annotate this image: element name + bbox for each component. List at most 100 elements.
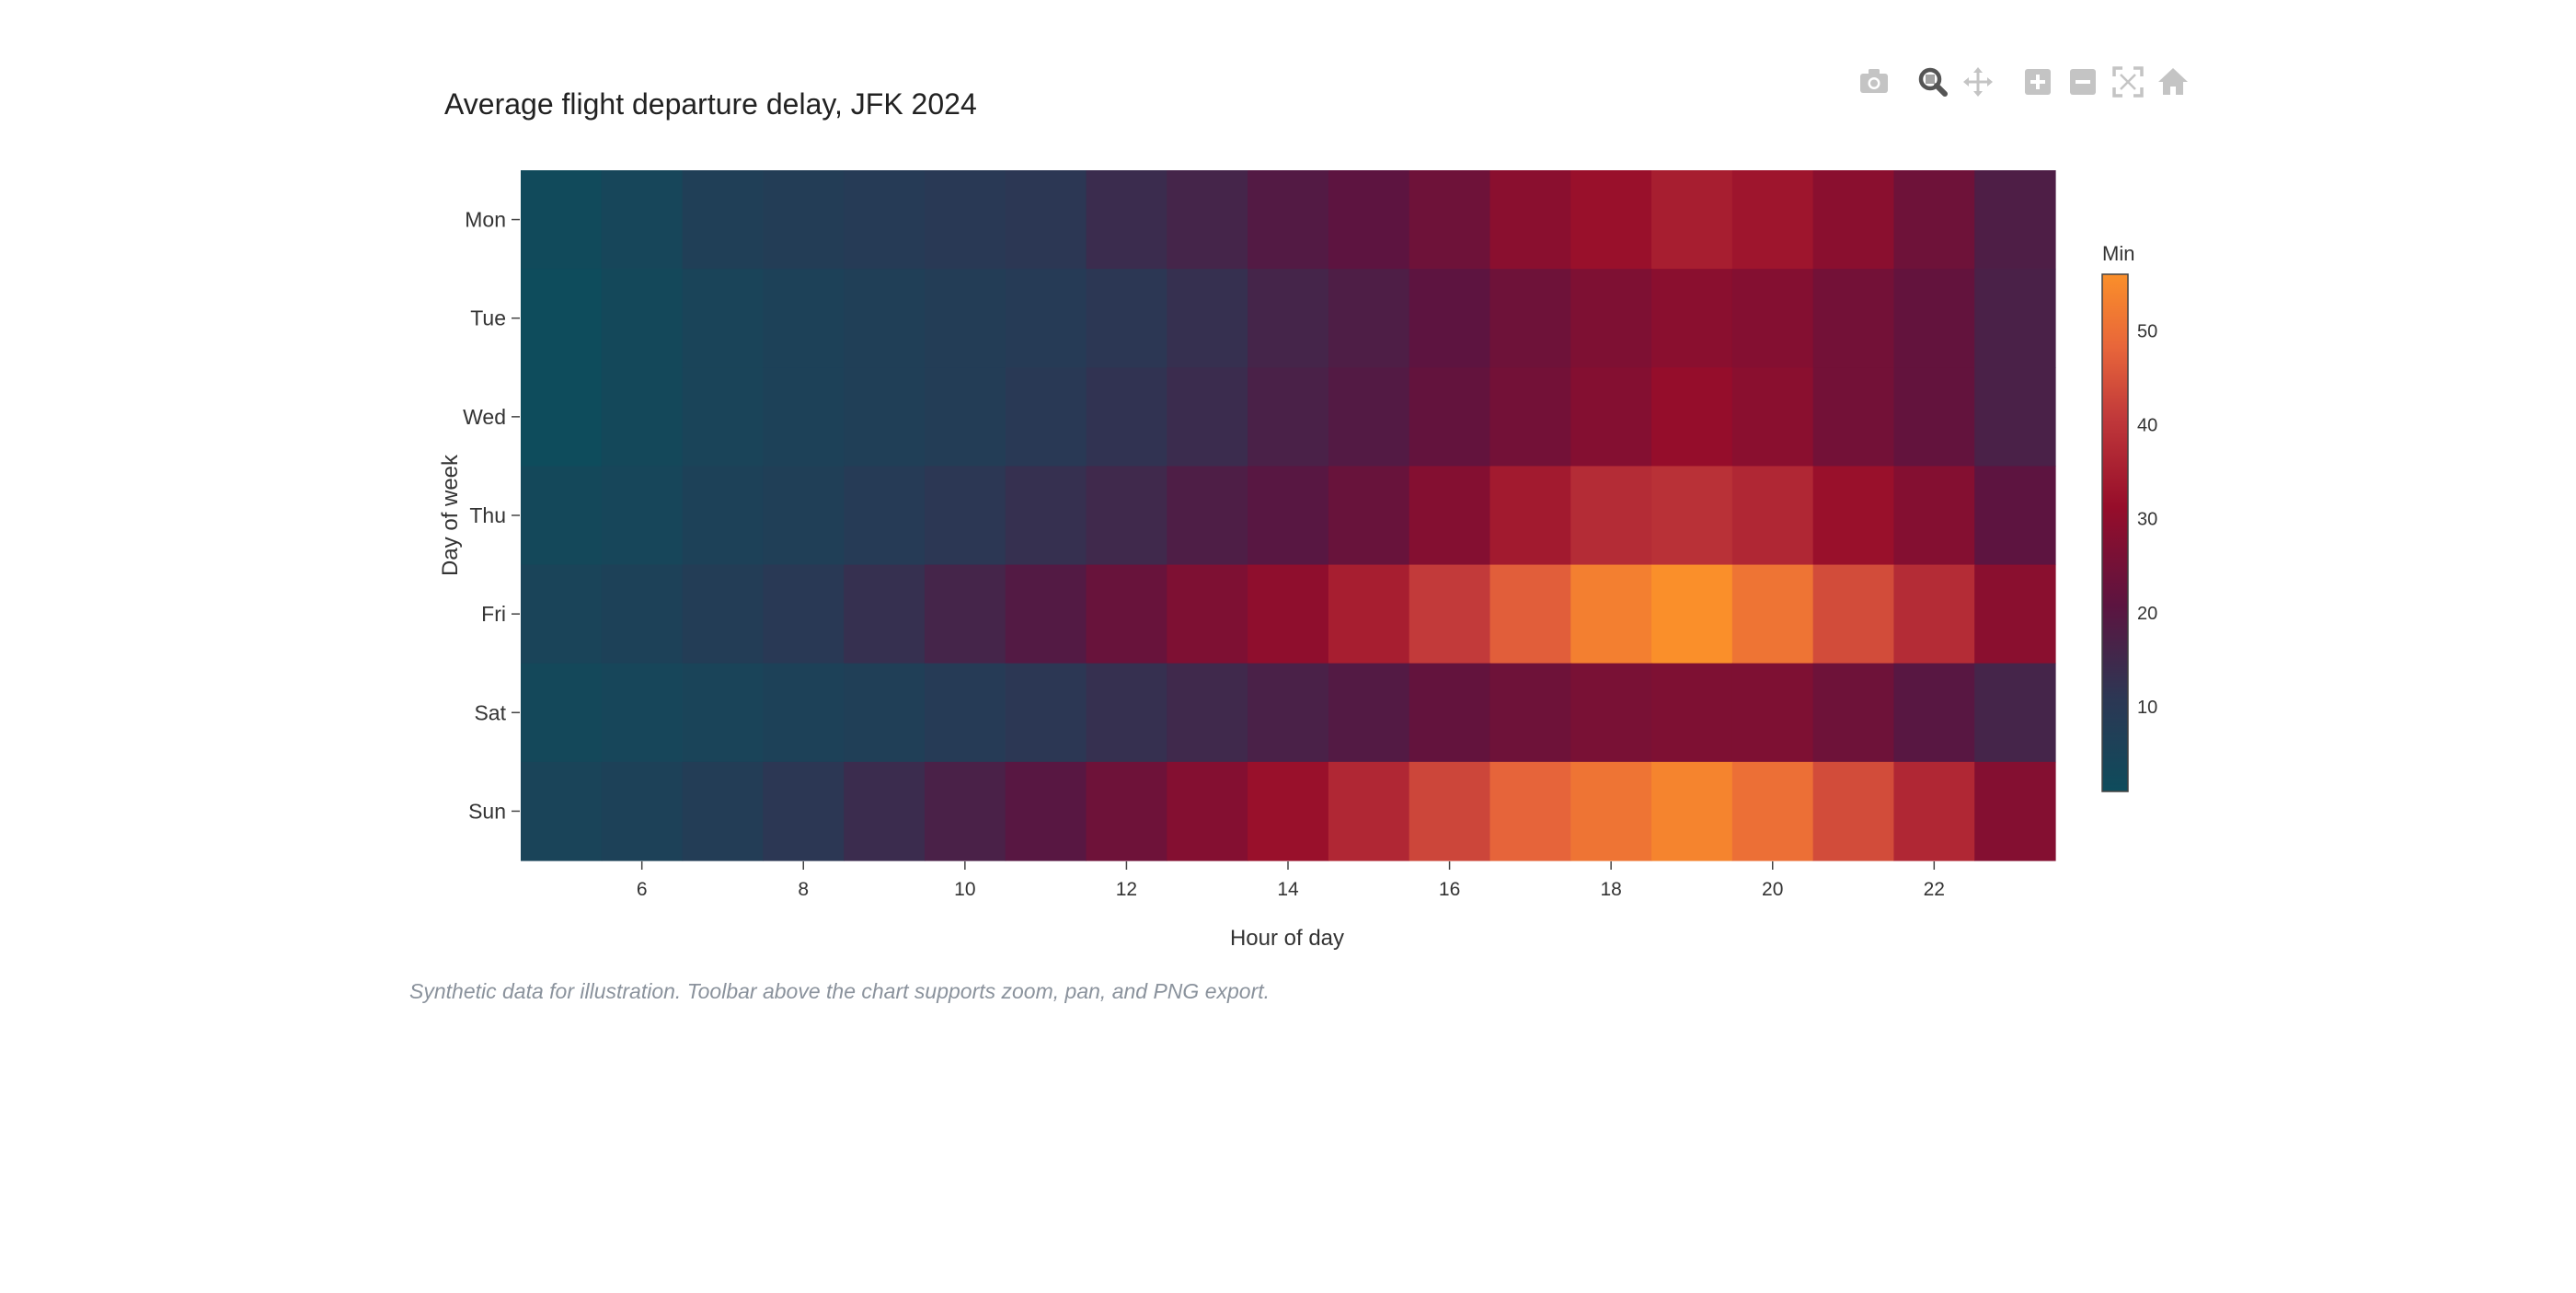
- heatmap-cell-sat-6[interactable]: [601, 663, 684, 763]
- heatmap-cell-sun-9[interactable]: [844, 761, 926, 861]
- heatmap-cell-wed-17[interactable]: [1489, 367, 1571, 468]
- heatmap-cell-tue-13[interactable]: [1167, 269, 1248, 368]
- heatmap-cell-sun-16[interactable]: [1409, 761, 1491, 861]
- heatmap-cell-mon-14[interactable]: [1248, 170, 1329, 270]
- heatmap-cell-mon-20[interactable]: [1731, 170, 1814, 270]
- heatmap-cell-tue-19[interactable]: [1651, 269, 1733, 368]
- heatmap-cell-fri-19[interactable]: [1651, 564, 1733, 664]
- heatmap-cell-fri-17[interactable]: [1489, 564, 1571, 664]
- autoscale-icon[interactable]: [2111, 65, 2145, 98]
- heatmap-cell-tue-21[interactable]: [1812, 269, 1895, 368]
- heatmap-cell-tue-7[interactable]: [682, 269, 764, 368]
- heatmap-cell-wed-20[interactable]: [1731, 367, 1814, 468]
- heatmap-cell-thu-6[interactable]: [601, 466, 684, 566]
- heatmap-cell-thu-10[interactable]: [924, 466, 1006, 566]
- heatmap-cell-sat-23[interactable]: [1974, 663, 2056, 763]
- heatmap-cell-wed-11[interactable]: [1005, 367, 1087, 468]
- heatmap-cell-fri-20[interactable]: [1731, 564, 1814, 664]
- heatmap-cell-sun-21[interactable]: [1812, 761, 1895, 861]
- heatmap-cell-sun-22[interactable]: [1893, 761, 1975, 861]
- heatmap-cell-tue-22[interactable]: [1893, 269, 1975, 368]
- heatmap-cell-sat-13[interactable]: [1167, 663, 1248, 763]
- heatmap-cell-thu-12[interactable]: [1086, 466, 1167, 566]
- heatmap-cell-sat-22[interactable]: [1893, 663, 1975, 763]
- camera-icon[interactable]: [1857, 65, 1891, 98]
- heatmap-cell-sat-11[interactable]: [1005, 663, 1087, 763]
- heatmap-cell-thu-11[interactable]: [1005, 466, 1087, 566]
- heatmap-cell-tue-9[interactable]: [844, 269, 926, 368]
- heatmap-cell-sun-19[interactable]: [1651, 761, 1733, 861]
- heatmap-cell-sun-6[interactable]: [601, 761, 684, 861]
- heatmap-cell-thu-8[interactable]: [763, 466, 845, 566]
- heatmap-cell-sun-17[interactable]: [1489, 761, 1571, 861]
- heatmap-cell-sun-8[interactable]: [763, 761, 845, 861]
- heatmap-cell-mon-17[interactable]: [1489, 170, 1571, 270]
- heatmap-cell-mon-18[interactable]: [1570, 170, 1652, 270]
- heatmap-cell-sun-10[interactable]: [924, 761, 1006, 861]
- heatmap-cell-mon-12[interactable]: [1086, 170, 1167, 270]
- heatmap-cell-wed-19[interactable]: [1651, 367, 1733, 468]
- heatmap-cell-thu-21[interactable]: [1812, 466, 1895, 566]
- heatmap-cell-mon-15[interactable]: [1328, 170, 1410, 270]
- heatmap-cell-thu-22[interactable]: [1893, 466, 1975, 566]
- heatmap-cell-fri-6[interactable]: [601, 564, 684, 664]
- heatmap-cell-thu-17[interactable]: [1489, 466, 1571, 566]
- heatmap-cell-thu-16[interactable]: [1409, 466, 1491, 566]
- heatmap-cell-fri-16[interactable]: [1409, 564, 1491, 664]
- heatmap-cell-fri-13[interactable]: [1167, 564, 1248, 664]
- heatmap-cell-thu-7[interactable]: [682, 466, 764, 566]
- heatmap-cell-fri-18[interactable]: [1570, 564, 1652, 664]
- heatmap-cell-sat-19[interactable]: [1651, 663, 1733, 763]
- heatmap-cells[interactable]: [521, 170, 2056, 861]
- heatmap-cell-wed-21[interactable]: [1812, 367, 1895, 468]
- heatmap-cell-tue-11[interactable]: [1005, 269, 1087, 368]
- heatmap-cell-sat-21[interactable]: [1812, 663, 1895, 763]
- heatmap-cell-sat-9[interactable]: [844, 663, 926, 763]
- heatmap-cell-fri-14[interactable]: [1248, 564, 1329, 664]
- heatmap-cell-sun-5[interactable]: [521, 761, 603, 861]
- heatmap-cell-mon-22[interactable]: [1893, 170, 1975, 270]
- heatmap-cell-sun-11[interactable]: [1005, 761, 1087, 861]
- heatmap-cell-thu-9[interactable]: [844, 466, 926, 566]
- heatmap-cell-thu-20[interactable]: [1731, 466, 1814, 566]
- heatmap-cell-fri-15[interactable]: [1328, 564, 1410, 664]
- heatmap-cell-tue-15[interactable]: [1328, 269, 1410, 368]
- heatmap-cell-mon-6[interactable]: [601, 170, 684, 270]
- heatmap-cell-tue-6[interactable]: [601, 269, 684, 368]
- heatmap-cell-tue-8[interactable]: [763, 269, 845, 368]
- heatmap-cell-sun-15[interactable]: [1328, 761, 1410, 861]
- heatmap-cell-fri-11[interactable]: [1005, 564, 1087, 664]
- heatmap-cell-thu-5[interactable]: [521, 466, 603, 566]
- heatmap-cell-wed-10[interactable]: [924, 367, 1006, 468]
- heatmap-cell-sat-18[interactable]: [1570, 663, 1652, 763]
- heatmap-cell-thu-15[interactable]: [1328, 466, 1410, 566]
- heatmap-cell-wed-13[interactable]: [1167, 367, 1248, 468]
- heatmap-cell-wed-22[interactable]: [1893, 367, 1975, 468]
- reset-axes-icon[interactable]: [2156, 65, 2190, 98]
- heatmap-cell-wed-12[interactable]: [1086, 367, 1167, 468]
- heatmap-cell-tue-23[interactable]: [1974, 269, 2056, 368]
- heatmap-cell-mon-7[interactable]: [682, 170, 764, 270]
- heatmap-cell-thu-13[interactable]: [1167, 466, 1248, 566]
- heatmap-cell-thu-23[interactable]: [1974, 466, 2056, 566]
- heatmap-cell-thu-19[interactable]: [1651, 466, 1733, 566]
- heatmap-cell-sun-23[interactable]: [1974, 761, 2056, 861]
- heatmap-cell-mon-5[interactable]: [521, 170, 603, 270]
- heatmap-cell-tue-20[interactable]: [1731, 269, 1814, 368]
- heatmap-cell-wed-6[interactable]: [601, 367, 684, 468]
- heatmap-cell-fri-21[interactable]: [1812, 564, 1895, 664]
- heatmap-cell-fri-5[interactable]: [521, 564, 603, 664]
- heatmap-cell-thu-14[interactable]: [1248, 466, 1329, 566]
- zoom-icon[interactable]: [1916, 65, 1949, 98]
- heatmap-cell-mon-23[interactable]: [1974, 170, 2056, 270]
- heatmap-cell-sun-12[interactable]: [1086, 761, 1167, 861]
- heatmap-cell-wed-14[interactable]: [1248, 367, 1329, 468]
- heatmap-cell-mon-11[interactable]: [1005, 170, 1087, 270]
- heatmap-cell-mon-21[interactable]: [1812, 170, 1895, 270]
- heatmap-cell-wed-23[interactable]: [1974, 367, 2056, 468]
- heatmap-cell-sat-12[interactable]: [1086, 663, 1167, 763]
- heatmap-cell-mon-8[interactable]: [763, 170, 845, 270]
- heatmap-cell-mon-10[interactable]: [924, 170, 1006, 270]
- heatmap-cell-wed-8[interactable]: [763, 367, 845, 468]
- heatmap-cell-mon-13[interactable]: [1167, 170, 1248, 270]
